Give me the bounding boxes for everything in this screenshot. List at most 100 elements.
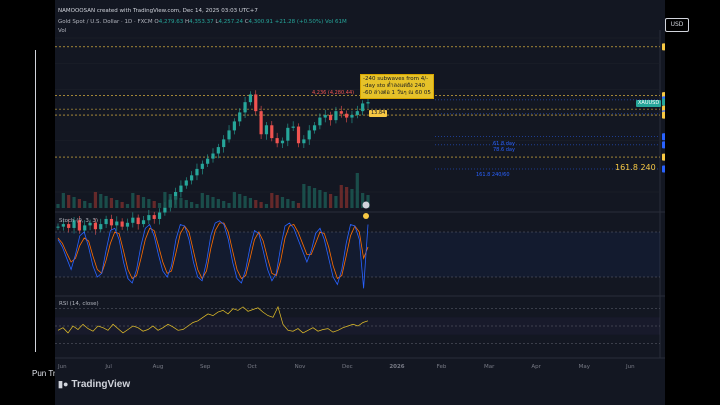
volume-bar-51 <box>328 194 333 208</box>
open-value: 4,279.63 <box>158 19 184 25</box>
candle-body-28 <box>206 158 210 164</box>
candle-body-39 <box>264 125 269 135</box>
price-tag-bg-3 <box>662 98 665 106</box>
volume-bar-5 <box>83 201 87 208</box>
candle-body-24 <box>184 180 188 186</box>
volume-bar-34 <box>238 194 242 208</box>
candle-body-26 <box>195 168 199 176</box>
chart-frame[interactable]: 3,600.004,000.004,200.004,400.004,600.00… <box>55 0 665 405</box>
candle-body-19 <box>157 212 162 219</box>
volume-bar-38 <box>259 202 263 208</box>
tradingview-logo[interactable]: ▮● TradingView <box>58 379 130 390</box>
currency-button[interactable]: USD <box>665 18 689 32</box>
candle-body-10 <box>109 218 114 226</box>
candle-body-12 <box>120 221 124 227</box>
candle-body-29 <box>211 153 215 159</box>
high-label: H <box>184 19 190 25</box>
candle-body-49 <box>318 117 322 126</box>
candle-body-48 <box>312 125 317 131</box>
price-tag-bg-8 <box>662 141 665 149</box>
ma-label-2: 78.6 day <box>493 147 515 153</box>
volume-bar-11 <box>115 200 119 208</box>
volume-bar-23 <box>179 198 183 208</box>
candle-body-36 <box>248 94 253 103</box>
candle-body-35 <box>243 102 247 113</box>
candle-body-31 <box>222 139 226 148</box>
volume-bar-28 <box>206 195 210 208</box>
volume-bar-12 <box>120 202 124 208</box>
volume-bar-27 <box>200 193 204 208</box>
volume-bar-30 <box>216 199 220 208</box>
brand-label: TradingView <box>71 379 131 390</box>
volume-bar-29 <box>211 197 215 208</box>
volume-bar-57 <box>361 193 365 208</box>
x-tick-label-8: Feb <box>437 364 447 370</box>
candle-body-3 <box>72 220 76 228</box>
volume-bar-44 <box>291 201 295 208</box>
x-tick-label-7: 2026 <box>389 364 404 370</box>
volume-indicator-label: Vol <box>58 28 67 34</box>
volume-bar-49 <box>318 190 322 208</box>
candle-body-22 <box>173 192 178 200</box>
candle-body-52 <box>334 111 338 121</box>
x-tick-label-4: Oct <box>247 364 257 370</box>
candle-body-54 <box>345 113 349 118</box>
volume-bar-58 <box>366 195 370 208</box>
volume-bar-2 <box>67 195 71 208</box>
candle-body-30 <box>216 147 220 154</box>
volume-bar-1 <box>61 193 65 208</box>
stoch-title: Stoch (9, 3, 3) <box>59 218 98 224</box>
annotation-line-2: -day sto ต่ำลงแต่ยัง 240 <box>363 83 425 89</box>
side-caption: Pun Trade <box>32 369 69 378</box>
volume-bar-41 <box>275 195 279 208</box>
candle-body-42 <box>280 140 285 144</box>
candle-body-50 <box>323 115 327 118</box>
candle-body-51 <box>328 115 333 121</box>
volume-bar-17 <box>147 199 151 208</box>
candle-body-40 <box>270 125 274 139</box>
volume-bar-50 <box>323 192 327 208</box>
candle-body-38 <box>259 111 263 135</box>
x-tick-label-2: Aug <box>153 364 164 370</box>
candle-body-4 <box>77 220 81 231</box>
x-tick-label-12: Jun <box>625 364 635 370</box>
chart-canvas[interactable]: 3,600.004,000.004,200.004,400.004,600.00… <box>55 0 665 405</box>
x-tick-label-11: May <box>579 364 591 370</box>
candle-body-55 <box>350 115 354 118</box>
volume-bar-39 <box>264 204 269 208</box>
fib-label: 161.8 240 <box>615 163 656 172</box>
volume-bar-40 <box>270 193 274 208</box>
volume-bar-46 <box>302 184 306 208</box>
candle-body-27 <box>200 163 204 169</box>
volume-bar-48 <box>312 188 317 208</box>
candle-body-58 <box>366 102 370 104</box>
annotation-note[interactable]: -240 subwaves from 4/- -day sto ต่ำลงแต่… <box>360 74 434 99</box>
symbol-tag: XAUUSD <box>636 100 662 107</box>
candle-body-8 <box>99 224 103 230</box>
stoch-series-line-0 <box>57 222 369 280</box>
candle-body-37 <box>254 94 258 112</box>
candle-body-23 <box>179 185 183 192</box>
volume-bar-47 <box>307 186 311 208</box>
volume-bar-24 <box>184 200 188 208</box>
volume-bar-7 <box>93 192 98 208</box>
candle-body-15 <box>136 217 140 225</box>
price-tag-bg-10 <box>662 165 665 173</box>
earnings-marker <box>363 213 369 219</box>
ohlc-header: Gold Spot / U.S. Dollar · 1D · FXCM O4,2… <box>58 19 347 25</box>
candle-body-9 <box>104 218 108 225</box>
volume-bar-21 <box>168 194 172 208</box>
volume-bar-32 <box>227 203 231 208</box>
volume-bar-15 <box>136 195 140 208</box>
volume-bar-45 <box>296 203 301 208</box>
volume-bar-16 <box>141 197 146 208</box>
close-value: 4,300.91 <box>248 19 274 25</box>
price-tag-bg-9 <box>662 153 665 161</box>
candle-body-45 <box>296 126 301 144</box>
stoch-band <box>55 232 660 277</box>
annotation-line-3: -60 ล่างต่อ 1 วันๆ ณ 60 05 <box>363 90 431 96</box>
volume-bar-25 <box>190 202 194 208</box>
candle-body-16 <box>141 220 146 225</box>
low-value: 4,257.24 <box>218 19 243 25</box>
x-tick-label-0: Jun <box>57 364 67 370</box>
